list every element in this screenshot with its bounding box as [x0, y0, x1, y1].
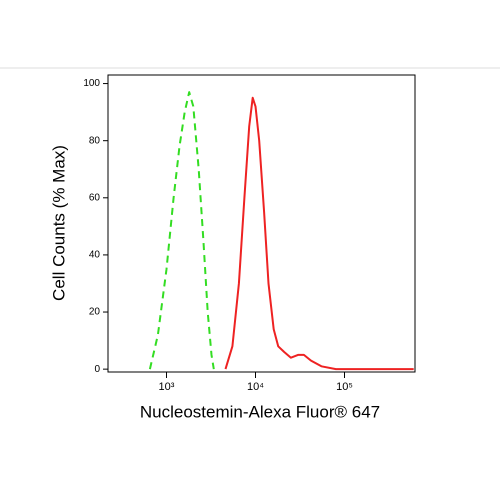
- y-tick-label: 0: [94, 364, 100, 375]
- y-axis-label: Cell Counts (% Max): [49, 145, 68, 301]
- x-tick-label: 10⁴: [247, 381, 264, 393]
- y-tick-label: 100: [83, 78, 100, 89]
- y-tick-label: 60: [89, 192, 101, 203]
- y-tick-label: 80: [89, 135, 101, 146]
- x-tick-label: 10³: [159, 381, 175, 393]
- x-tick-label: 10⁵: [336, 381, 353, 393]
- series-line: [224, 96, 414, 371]
- y-tick-label: 40: [89, 250, 101, 261]
- y-tick-label: 20: [89, 307, 101, 318]
- plot-frame: [107, 74, 416, 373]
- series-line: [148, 91, 215, 370]
- x-axis-label: Nucleostemin-Alexa Fluor® 647: [140, 402, 380, 421]
